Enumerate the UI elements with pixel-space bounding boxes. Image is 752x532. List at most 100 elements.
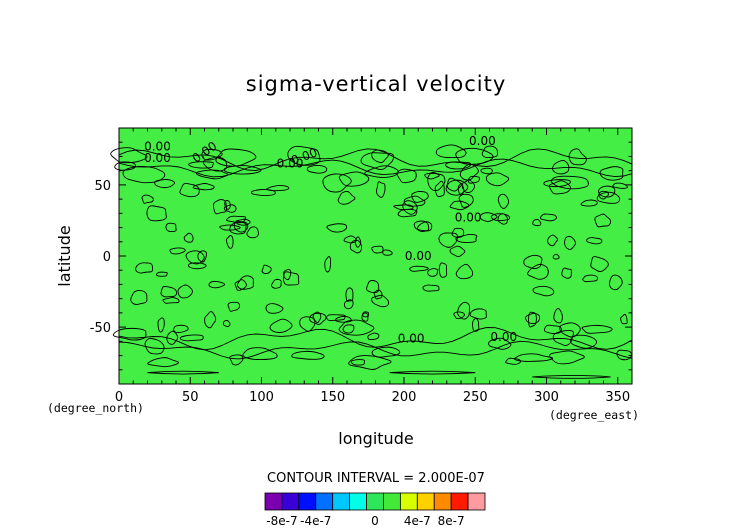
contour-line xyxy=(349,239,363,254)
contour-line xyxy=(532,375,611,379)
contour-line xyxy=(226,215,247,224)
contour-line xyxy=(568,148,587,166)
x-tick-label: 300 xyxy=(534,390,559,405)
contour-line xyxy=(402,200,418,215)
contour-line xyxy=(481,145,499,159)
chart-title: sigma-vertical velocity xyxy=(246,72,507,96)
contour-line xyxy=(413,220,430,232)
contour-line xyxy=(616,349,632,361)
colorbar-swatch xyxy=(315,492,334,511)
contour-line xyxy=(594,213,612,228)
contour-line xyxy=(147,357,179,368)
colorbar xyxy=(264,492,486,511)
contour-line xyxy=(449,245,466,258)
contour-line xyxy=(112,327,147,341)
contour-line xyxy=(564,236,576,250)
contour-line xyxy=(457,301,471,320)
contour-line xyxy=(291,350,325,360)
contour-line xyxy=(609,274,623,291)
colorbar-swatch xyxy=(281,492,300,511)
contour-line xyxy=(322,173,352,193)
plot-background xyxy=(118,127,633,385)
colorbar-swatch xyxy=(264,492,283,511)
contour-line xyxy=(282,268,292,281)
x-tick-label: 0 xyxy=(115,390,123,405)
contour-lines xyxy=(110,144,633,379)
contour-line xyxy=(188,262,207,270)
contour-line xyxy=(204,311,217,329)
colorbar-swatch xyxy=(383,492,401,511)
contour-line xyxy=(192,183,215,191)
contour-line xyxy=(227,301,241,312)
contour-line xyxy=(397,208,418,218)
contour-line xyxy=(250,189,276,196)
contour-line xyxy=(208,280,226,289)
contour-line xyxy=(160,286,178,298)
contour-line xyxy=(179,183,200,198)
contour-line xyxy=(598,190,609,200)
contour-line xyxy=(438,262,448,278)
x-unit-label: (degree_east) xyxy=(549,408,639,422)
contour-line xyxy=(373,289,383,300)
contour-line xyxy=(371,245,384,254)
contour-line xyxy=(547,234,558,247)
contour-line xyxy=(350,359,365,366)
contour-line xyxy=(110,147,148,164)
contour-line xyxy=(223,165,262,175)
contour-line xyxy=(360,152,395,170)
contour-line xyxy=(118,148,633,171)
contour-line xyxy=(118,340,633,360)
contour-line xyxy=(552,160,570,175)
contour-line xyxy=(540,213,557,222)
contour-line xyxy=(135,262,154,274)
contour-label: 0.00 xyxy=(455,211,482,225)
contour-line xyxy=(156,271,168,277)
contour-interval-text: CONTOUR INTERVAL = 2.000E-07 xyxy=(267,471,485,486)
contour-line xyxy=(582,274,598,283)
contour-line xyxy=(179,334,204,342)
colorbar-tick-label: 8e-7 xyxy=(438,514,465,528)
contour-line xyxy=(559,322,581,338)
contour-line xyxy=(532,218,542,227)
contour-line xyxy=(364,165,399,178)
contour-line xyxy=(497,213,509,225)
contour-line xyxy=(337,190,356,205)
contour-line xyxy=(586,237,603,245)
contour-line xyxy=(324,256,332,273)
contour-line xyxy=(455,263,474,280)
contour-line xyxy=(309,312,327,325)
x-axis: 0 50 100 150 200 250 300 350 xyxy=(115,128,630,405)
contour-line xyxy=(434,180,445,198)
contour-line xyxy=(225,235,234,249)
contour-line xyxy=(366,280,380,293)
contour-line xyxy=(299,316,316,332)
contour-line xyxy=(334,315,353,323)
contour-line xyxy=(195,169,229,180)
contour-label: 0.00 xyxy=(144,151,171,165)
contour-line xyxy=(382,249,393,256)
contour-line xyxy=(411,191,429,203)
contour-line xyxy=(147,370,219,375)
contour-line xyxy=(345,287,354,302)
contour-line xyxy=(146,205,167,222)
contour-line xyxy=(543,179,571,188)
y-axis-label: latitude xyxy=(55,225,74,286)
y-tick-label: -50 xyxy=(90,321,111,336)
plot-area: 0.000.00 0.00 0.000.000.000.000.000.00 0.00 xyxy=(110,127,633,385)
colorbar-swatch xyxy=(349,492,367,511)
colorbar-swatch xyxy=(450,492,469,511)
contour-line xyxy=(144,337,165,355)
contour-line xyxy=(523,254,543,269)
contour-line xyxy=(528,311,537,328)
contour-line xyxy=(183,232,194,243)
contour-line xyxy=(561,267,572,279)
contour-line xyxy=(177,284,193,299)
contour-line xyxy=(422,284,440,292)
colorbar-swatch xyxy=(467,492,486,511)
contour-line xyxy=(467,175,480,184)
contour-line xyxy=(553,308,563,324)
contour-line xyxy=(282,271,300,286)
contour-line xyxy=(361,312,369,322)
contour-label: 0.00 xyxy=(490,330,517,344)
y-axis: 50 0 -50 xyxy=(90,141,632,371)
